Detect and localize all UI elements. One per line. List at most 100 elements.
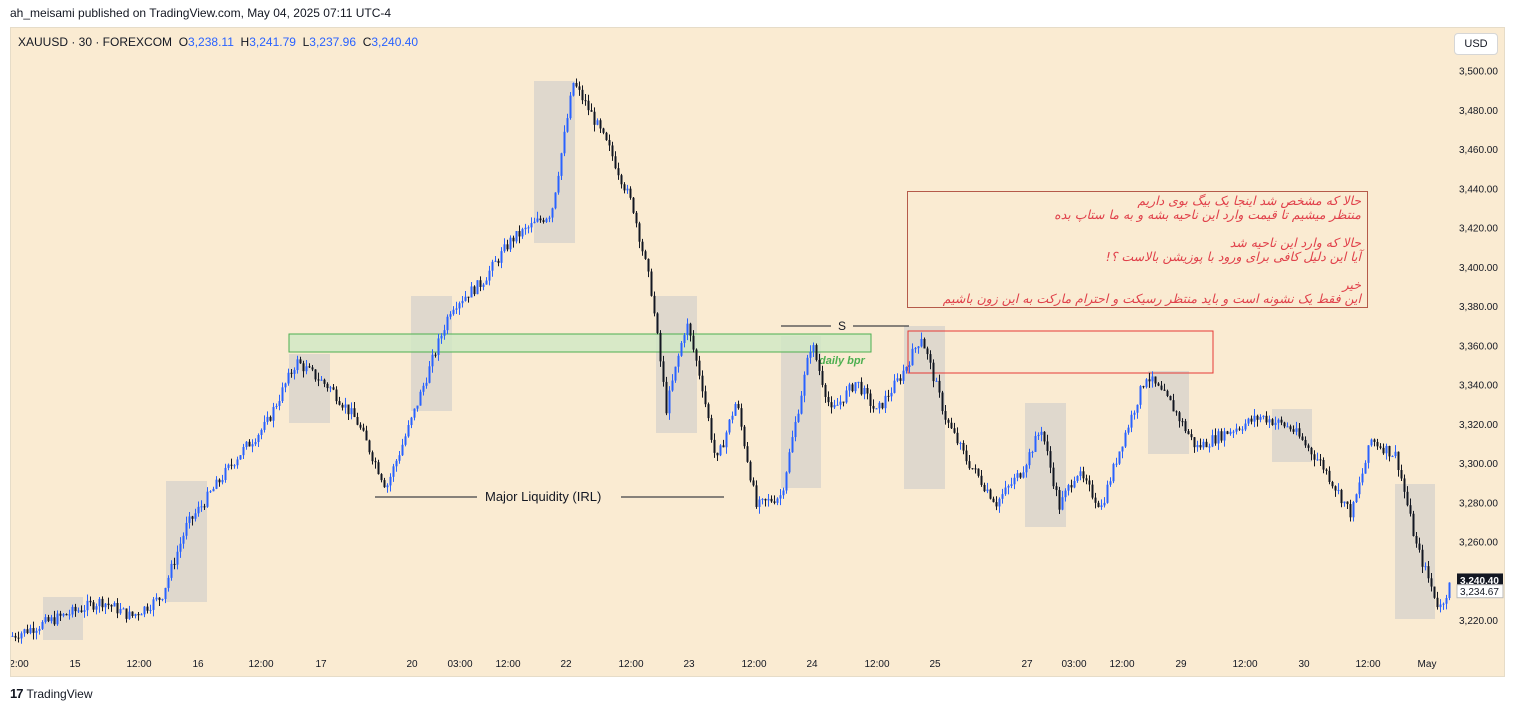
candle-body [707, 404, 710, 419]
currency-button[interactable]: USD [1454, 33, 1498, 55]
candle-body [518, 231, 521, 237]
candle-body [278, 401, 281, 406]
candle-body [329, 387, 332, 389]
candle-body [1250, 418, 1253, 422]
candle-body [770, 498, 773, 502]
candle-body [131, 611, 134, 616]
candle-body [1433, 586, 1436, 598]
price-chart[interactable]: daily bpr S Major Liquidity (IRL) 3,500.00 3… [11, 28, 1506, 678]
candle-body [314, 369, 317, 380]
candle-body [383, 480, 386, 488]
candle-body [377, 462, 380, 475]
candle-body [1346, 501, 1349, 505]
time-tick-label: 30 [1298, 659, 1310, 670]
candle-body [503, 244, 506, 252]
candle-body [611, 145, 614, 157]
candle-body [1244, 423, 1247, 430]
candle-body [1013, 477, 1016, 485]
candle-body [260, 429, 263, 435]
candle-body [473, 286, 476, 295]
candle-body [1067, 485, 1070, 491]
note-box[interactable]: حالا که مشخص شد اینجا یک بیگ بوی داریم م… [907, 191, 1368, 308]
candle-body [608, 140, 611, 146]
candle-body [140, 614, 143, 616]
candle-body [812, 345, 815, 352]
candle-body [104, 603, 107, 608]
chart-panel[interactable]: daily bpr S Major Liquidity (IRL) 3,500.00 3… [10, 27, 1505, 677]
candle-body [302, 363, 305, 372]
time-tick-label: 12:00 [495, 659, 520, 670]
candle-body [242, 446, 245, 456]
time-tick-label: 03:00 [447, 659, 472, 670]
candle-body [1187, 431, 1190, 435]
candle-body [1301, 436, 1304, 440]
candle-body [110, 605, 113, 607]
candle-body [446, 316, 449, 331]
candle-body [740, 408, 743, 427]
price-tick-label: 3,500.00 [1459, 67, 1498, 78]
candle-body [395, 460, 398, 467]
candle-body [542, 220, 545, 222]
candle-body [794, 421, 797, 438]
candle-body [1094, 497, 1097, 503]
note-line-2: منتظر میشیم تا قیمت وارد این ناحیه بشه و… [1054, 207, 1361, 222]
candle-body [1148, 379, 1151, 382]
candle-body [1127, 427, 1130, 433]
candle-body [602, 128, 605, 133]
candle-body [77, 610, 80, 612]
candle-body [893, 380, 896, 393]
candle-body [458, 303, 461, 309]
time-tick-label: 12:00 [618, 659, 643, 670]
candle-body [1247, 418, 1250, 424]
candle-body [1337, 489, 1340, 491]
candle-body [737, 403, 740, 409]
candle-body [629, 188, 632, 198]
candle-body [689, 323, 692, 336]
candle-body [137, 614, 140, 616]
candle-body [1031, 451, 1034, 453]
candle-body [581, 89, 584, 101]
candle-body [1316, 459, 1319, 461]
candle-body [209, 491, 212, 493]
note-line-5: خیر [1342, 277, 1361, 292]
candle-body [1268, 419, 1271, 423]
candle-body [1403, 478, 1406, 492]
candle-body [482, 284, 485, 287]
footer: 17 TradingView [10, 686, 93, 701]
candle-body [968, 461, 971, 469]
candle-body [671, 380, 674, 391]
candle-body [380, 474, 383, 481]
candle-body [353, 408, 356, 417]
candle-body [959, 442, 962, 444]
candle-body [326, 383, 329, 389]
candle-body [467, 296, 470, 298]
candle-body [368, 440, 371, 453]
low-key: L [302, 35, 310, 49]
candle-body [89, 600, 92, 603]
candle-body [1262, 415, 1265, 417]
price-tick-label: 3,280.00 [1459, 498, 1498, 509]
secondary-price-label: 3,234.67 [1460, 587, 1499, 598]
candle-body [575, 82, 578, 87]
candle-body [806, 357, 809, 375]
candle-body [1436, 597, 1439, 608]
candle-body [1283, 422, 1286, 427]
candle-body [632, 197, 635, 213]
candle-body [236, 459, 239, 466]
candle-body [704, 391, 707, 405]
candle-body [428, 366, 431, 383]
candle-body [1412, 513, 1415, 536]
candle-body [128, 611, 131, 619]
candle-body [1061, 497, 1064, 510]
candle-body [857, 381, 860, 383]
candle-body [239, 455, 242, 460]
candle-body [251, 444, 254, 447]
price-tick-label: 3,420.00 [1459, 224, 1498, 235]
candle-body [623, 184, 626, 191]
candle-body [563, 131, 566, 154]
candle-body [1235, 428, 1238, 432]
open-value: 3,238.11 [188, 35, 234, 49]
candle-body [863, 387, 866, 395]
candle-body [422, 385, 425, 392]
candle-body [1424, 566, 1427, 568]
